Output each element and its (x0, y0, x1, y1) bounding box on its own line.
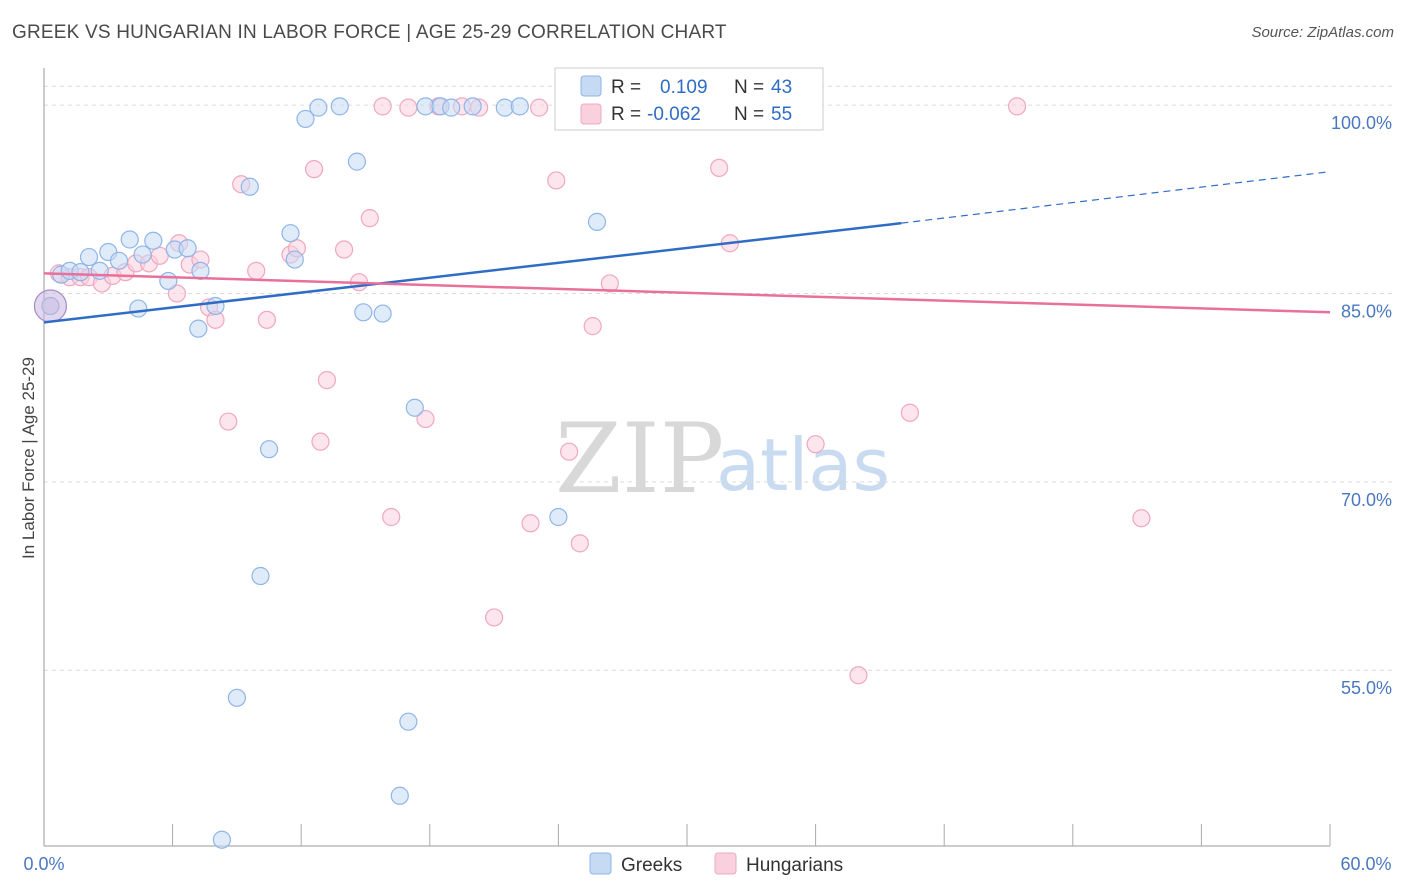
greeks-point (159, 271, 178, 291)
watermark-atlas: atlas (716, 423, 890, 507)
greeks-point (347, 152, 367, 171)
greeks-point (259, 440, 279, 459)
legend-hungarians-n-value: 55 (771, 104, 792, 125)
greeks-point (120, 230, 139, 249)
hungarians-point (849, 666, 868, 685)
hungarians-point (710, 158, 729, 178)
legend-hungarians-r-value: -0.062 (647, 104, 701, 125)
greeks-point (587, 212, 607, 231)
watermark-zip: ZIP (555, 403, 724, 515)
hungarians-point (247, 261, 266, 280)
legend-swatch-hungarians (580, 103, 602, 125)
legend-bottom-label-greeks: Greeks (621, 855, 682, 876)
hungarians-point (257, 310, 277, 329)
hungarians-point (167, 284, 186, 303)
greeks-point (549, 507, 568, 527)
greeks-point (405, 398, 424, 417)
greeks-trend-line (43, 221, 902, 324)
greeks-point (227, 688, 246, 707)
greeks-point (109, 251, 129, 270)
y-tick-label: 100.0% (1331, 113, 1392, 133)
hungarians-point (530, 98, 549, 117)
hungarians-point (317, 371, 337, 390)
legend-swatch-greeks (580, 75, 602, 97)
legend-greeks-r-label: R = (611, 77, 641, 98)
hungarians-point (600, 274, 619, 293)
legend-bottom-swatch-hungarians (714, 852, 737, 875)
hungarians-point (334, 240, 354, 259)
greeks-point (463, 97, 482, 116)
greeks-point (373, 304, 392, 323)
greeks-point (178, 239, 197, 258)
greeks-point (251, 566, 270, 586)
greeks-point (189, 319, 208, 338)
data-points (33, 97, 1151, 849)
hungarians-point (570, 534, 589, 553)
hungarians-point (373, 97, 392, 116)
greeks-point (144, 231, 163, 250)
watermark: ZIP atlas (555, 403, 890, 515)
y-tick-labels: 100.0% 85.0% 70.0% 55.0% (1331, 113, 1392, 698)
hungarians-point (219, 412, 238, 431)
hungarians-point (900, 403, 920, 422)
hungarians-point (1007, 97, 1027, 116)
y-tick-label: 70.0% (1341, 490, 1392, 510)
hungarians-point (1132, 509, 1151, 528)
hungarians-point (360, 209, 379, 228)
greeks-point (191, 261, 210, 280)
chart-source: Source: ZipAtlas.com (1251, 24, 1394, 41)
legend-stats: R = 0.109 N = 43 R = -0.062 N = 55 (554, 67, 824, 131)
overlap-point (33, 289, 68, 323)
greeks-trend-extension (901, 171, 1331, 224)
hungarians-point (560, 442, 579, 461)
greeks-point (285, 250, 304, 269)
greeks-point (390, 786, 409, 805)
legend-greeks-n-value: 43 (771, 77, 792, 98)
greeks-point (296, 109, 315, 129)
greeks-point (79, 247, 99, 267)
hungarians-point (382, 507, 401, 527)
x-tick-label-min: 0.0% (23, 854, 64, 874)
y-tick-label: 55.0% (1341, 678, 1392, 698)
hungarians-point (304, 160, 324, 179)
x-ticks (172, 824, 1331, 846)
legend-hungarians-n-label: N = (734, 104, 764, 125)
greeks-point (510, 97, 529, 116)
greeks-point (212, 830, 231, 849)
hungarians-trend-line (43, 272, 1331, 314)
hungarians-point (399, 98, 418, 117)
legend-greeks-r-value: 0.109 (660, 77, 708, 98)
legend-bottom-label-hungarians: Hungarians (746, 855, 843, 876)
greeks-point (354, 303, 373, 322)
greeks-point (71, 263, 90, 282)
greeks-point (281, 224, 300, 243)
greeks-point (129, 299, 148, 318)
greeks-point (133, 245, 152, 264)
y-axis-title: In Labor Force | Age 25-29 (19, 357, 38, 559)
hungarians-point (311, 432, 330, 451)
legend-hungarians-r-label: R = (611, 104, 641, 125)
hungarians-point (547, 171, 566, 190)
greeks-point (90, 261, 109, 280)
hungarians-point (416, 409, 435, 429)
greeks-point (206, 296, 225, 316)
greeks-point (495, 98, 514, 117)
greeks-point (309, 98, 328, 117)
greeks-point (240, 177, 259, 196)
hungarians-point (521, 514, 540, 533)
legend-series: Greeks Hungarians (589, 852, 843, 876)
legend-bottom-swatch-greeks (589, 852, 612, 875)
chart-title: GREEK VS HUNGARIAN IN LABOR FORCE | AGE … (12, 22, 727, 43)
greeks-point (399, 712, 418, 731)
y-tick-label: 85.0% (1341, 301, 1392, 321)
greeks-point (330, 97, 349, 116)
hungarians-point (485, 608, 504, 627)
hungarians-point (583, 317, 602, 336)
trend-lines (43, 171, 1331, 324)
hungarians-point (806, 435, 825, 454)
x-tick-label-max: 60.0% (1340, 854, 1391, 874)
legend-greeks-n-label: N = (734, 77, 764, 98)
greeks-point (442, 98, 461, 117)
